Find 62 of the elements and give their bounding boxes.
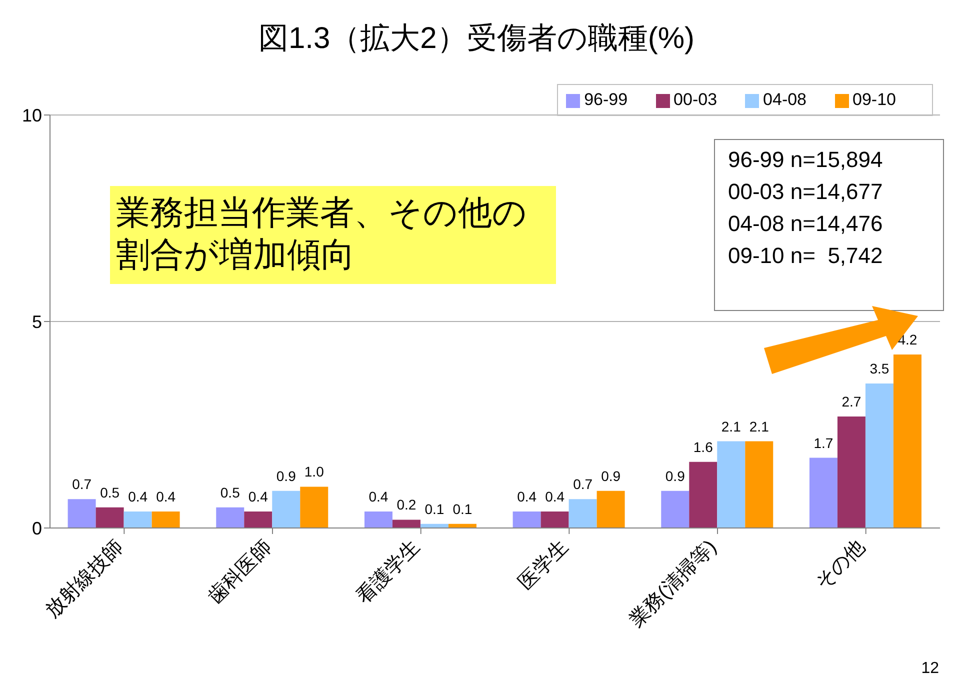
bar [216,507,244,528]
bar [689,462,718,528]
data-label: 1.0 [304,464,324,480]
x-tick-label: 放射線技師 [41,536,128,622]
bar [661,490,690,528]
bar [364,511,392,528]
bar [68,499,96,528]
data-label: 0.2 [396,496,416,513]
bar [300,486,328,528]
data-label: 0.4 [128,488,148,504]
bar [809,458,838,528]
bar [745,441,774,528]
x-tick-label: 看護学生 [352,536,424,608]
data-label: 0.5 [100,484,120,500]
data-label: 0.9 [665,468,686,484]
data-label: 0.4 [545,488,565,504]
x-tick-label: 業務(清掃等) [625,536,722,632]
bar [893,354,922,528]
bar [244,511,272,528]
annotation: 96-99 n=15,894 00-03 n=14,677 04-08 n=14,476 09-10 n= 5,742 [728,146,883,270]
x-tick-label: 医学生 [514,536,573,594]
x-tick-label: その他 [811,536,870,594]
y-tick-label: 5 [32,312,42,332]
data-label: 0.7 [72,476,92,492]
data-label: 0.7 [573,476,593,492]
data-label: 0.9 [276,468,296,484]
data-label: 2.7 [842,393,862,410]
data-label: 1.6 [693,438,714,455]
bar [837,416,866,528]
data-label: 1.7 [814,434,834,451]
data-label: 0.4 [248,488,268,504]
bar [865,383,894,528]
data-label: 0.9 [601,468,621,484]
bar [392,520,420,528]
data-label: 0.1 [452,500,472,517]
chart-title: 図1.3（拡大2）受傷者の職種(%) [257,21,696,57]
legend-label: 96-99 [584,90,628,109]
bar [96,507,124,528]
bar [717,441,746,528]
bar [568,499,597,528]
y-tick-label: 0 [32,518,42,538]
legend-label: 09-10 [852,90,896,109]
bar [124,511,152,528]
y-tick-label: 10 [22,105,42,126]
legend-label: 04-08 [763,90,807,109]
data-label: 2.1 [749,418,770,434]
bar [512,511,541,528]
data-label: 0.5 [220,484,240,500]
data-label: 0.1 [424,500,444,517]
data-label: 0.4 [368,488,388,504]
text: 12 [921,660,939,678]
data-label: 3.5 [870,360,890,376]
bar [272,490,300,528]
data-label: 2.1 [721,418,742,434]
data-label: 0.4 [156,488,176,504]
x-tick-label: 歯科医師 [204,536,276,608]
data-label: 0.4 [517,488,537,504]
bar [540,511,569,528]
bar [152,511,180,528]
annotation: 業務担当作業者、その他の割合が増加傾向 [116,193,528,276]
legend-label: 00-03 [674,90,718,109]
bar [596,490,625,528]
